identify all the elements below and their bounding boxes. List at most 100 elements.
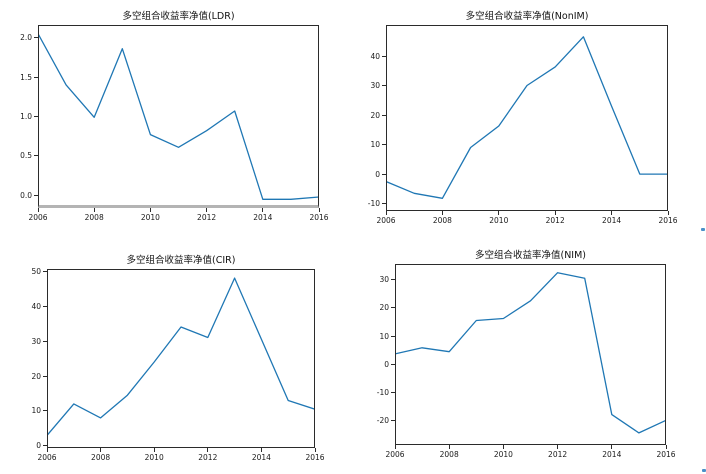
y-tick-label: 10 xyxy=(31,406,41,416)
x-tick-mark xyxy=(665,445,667,449)
x-tick-label: 2014 xyxy=(602,450,622,459)
y-tick-label: 10 xyxy=(379,331,389,341)
x-tick-label: 2008 xyxy=(91,453,111,462)
y-tick-mark xyxy=(34,76,38,78)
y-tick-label: 10 xyxy=(370,140,380,150)
y-tick-mark xyxy=(391,307,395,309)
series-plot xyxy=(395,272,666,434)
x-tick-mark xyxy=(206,208,208,212)
chart-nonim: 多空组合收益率净值(NonIM) 2006 2008 2010 2012 2014 201… xyxy=(368,11,678,225)
y-tick-mark xyxy=(382,173,386,175)
x-tick-label: 2006 xyxy=(376,216,396,225)
y-tick-label: 30 xyxy=(31,336,41,346)
x-tick-mark xyxy=(207,448,209,452)
x-tick-label: 2006 xyxy=(28,213,48,222)
y-tick-mark xyxy=(43,410,47,412)
series-line xyxy=(386,36,668,199)
y-tick-label: 40 xyxy=(31,301,41,311)
y-tick-mark xyxy=(382,55,386,57)
x-tick-label: 2006 xyxy=(37,453,57,462)
series-plot xyxy=(38,33,319,200)
chart-title-ldr: 多空组合收益率净值(LDR) xyxy=(122,11,235,22)
y-tick-mark xyxy=(391,391,395,393)
y-tick-label: 50 xyxy=(31,266,41,276)
x-tick-label: 2016 xyxy=(309,213,329,222)
y-tick-label: 0.5 xyxy=(20,151,32,161)
y-tick-mark xyxy=(382,114,386,116)
series-plot xyxy=(386,36,668,199)
y-tick-label: -20 xyxy=(376,415,389,425)
x-tick-label: 2014 xyxy=(602,216,622,225)
y-tick-label: 20 xyxy=(370,110,380,120)
x-tick-mark xyxy=(557,445,559,449)
y-tick-mark xyxy=(43,340,47,342)
x-tick-mark xyxy=(37,208,39,212)
y-tick-mark xyxy=(43,305,47,307)
y-tick-label: 0 xyxy=(36,441,41,451)
y-tick-mark xyxy=(391,363,395,365)
y-tick-label: 40 xyxy=(370,51,380,61)
series-line xyxy=(47,277,315,436)
x-tick-label: 2012 xyxy=(545,216,565,225)
x-tick-mark xyxy=(93,208,95,212)
chart-title-cir: 多空组合收益率净值(CIR) xyxy=(126,255,236,266)
y-tick-label: 30 xyxy=(370,81,380,90)
y-tick-label: 0 xyxy=(375,169,380,179)
x-tick-label: 2014 xyxy=(251,453,271,462)
edge-artifact-dot xyxy=(701,228,705,231)
y-tick-label: 1.0 xyxy=(20,112,32,121)
chart-cir: 多空组合收益率净值(CIR) 2006 2008 2010 2012 2014 2016 0… xyxy=(31,255,324,462)
x-tick-mark xyxy=(554,211,556,215)
x-tick-label: 2012 xyxy=(198,453,218,462)
y-tick-mark xyxy=(43,445,47,447)
y-tick-mark xyxy=(34,37,38,39)
y-tick-mark xyxy=(382,203,386,205)
plot-area-cir: 2006 2008 2010 2012 2014 2016 0 10 20 30 40 50 xyxy=(31,267,324,462)
y-tick-label: -10 xyxy=(376,387,389,397)
chart-title-nim: 多空组合收益率净值(NIM) xyxy=(474,250,587,261)
x-tick-mark xyxy=(502,445,504,449)
y-tick-label: 20 xyxy=(379,303,389,313)
x-tick-mark xyxy=(394,445,396,449)
y-tick-mark xyxy=(34,194,38,196)
y-tick-mark xyxy=(391,335,395,337)
y-tick-label: 0 xyxy=(384,359,389,369)
chart-ldr: 多空组合收益率净值(LDR) 2006 2008 2010 2012 2014 2016 0… xyxy=(20,11,329,222)
x-tick-mark xyxy=(667,211,669,215)
x-tick-mark xyxy=(448,445,450,449)
series-line xyxy=(38,33,319,200)
y-tick-mark xyxy=(43,375,47,377)
x-tick-label: 2006 xyxy=(385,450,405,459)
x-tick-mark xyxy=(46,448,48,452)
chart-nim: 多空组合收益率净值(NIM) 2006 2008 2010 2012 2014 2016-… xyxy=(377,250,676,459)
plot-area-nonim: 2006 2008 2010 2012 2014 2016 -10 0 10 20 30 40 xyxy=(368,25,678,225)
y-tick-label: 20 xyxy=(31,371,41,381)
edge-artifact-dot xyxy=(702,469,706,472)
x-tick-label: 2016 xyxy=(305,453,325,462)
y-tick-mark xyxy=(34,116,38,117)
x-tick-label: 2010 xyxy=(489,216,509,225)
x-tick-label: 2012 xyxy=(548,450,568,459)
y-tick-mark xyxy=(382,144,386,146)
y-tick-label: 2.0 xyxy=(20,33,32,43)
x-tick-mark xyxy=(260,448,262,452)
x-tick-label: 2016 xyxy=(656,450,676,459)
chart-title-nonim: 多空组合收益率净值(NonIM) xyxy=(465,11,589,22)
plot-area-nim: 2006 2008 2010 2012 2014 2016 -20 -10 0 10 20 30 xyxy=(377,264,676,459)
x-tick-mark xyxy=(498,211,500,215)
y-tick-label: 30 xyxy=(379,275,389,285)
x-tick-label: 2010 xyxy=(493,450,513,459)
x-tick-label: 2008 xyxy=(439,450,459,459)
x-tick-mark xyxy=(262,208,264,212)
x-tick-mark xyxy=(149,208,151,212)
x-tick-mark xyxy=(441,211,443,215)
x-tick-mark xyxy=(318,208,320,212)
x-tick-label: 2008 xyxy=(432,216,452,225)
y-tick-mark xyxy=(43,270,47,272)
x-tick-label: 2014 xyxy=(253,213,273,222)
x-tick-label: 2010 xyxy=(140,213,160,222)
x-tick-label: 2008 xyxy=(84,213,104,222)
x-tick-mark xyxy=(153,448,155,452)
plot-area-ldr: 2006 2008 2010 2012 2014 2016 0.0 0.5 1.0 1.5 2.0 xyxy=(20,25,329,222)
